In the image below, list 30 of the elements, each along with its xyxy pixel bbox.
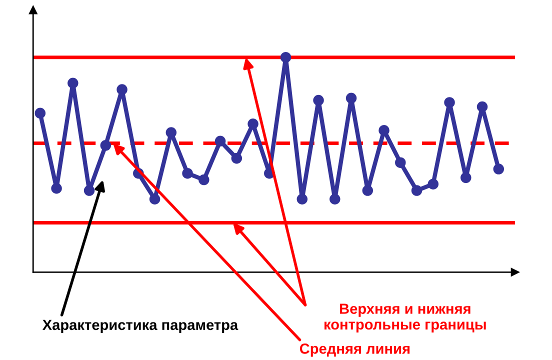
- point: [34, 108, 46, 119]
- point: [149, 194, 160, 204]
- point: [84, 185, 95, 196]
- point: [444, 97, 455, 108]
- point: [231, 152, 242, 164]
- point: [68, 78, 78, 88]
- point: [476, 101, 488, 112]
- point: [460, 172, 472, 184]
- point: [296, 194, 308, 204]
- point: [395, 157, 406, 168]
- point: [378, 125, 390, 136]
- point: [428, 178, 439, 190]
- point: [116, 84, 128, 95]
- point: [330, 194, 340, 204]
- point: [182, 168, 193, 179]
- point: [493, 164, 504, 174]
- point: [411, 185, 422, 196]
- point: [280, 52, 292, 63]
- point: [248, 118, 258, 130]
- point: [346, 92, 357, 104]
- text: Характеристика параметра: [42, 320, 238, 333]
- point: [100, 140, 112, 151]
- point: [362, 185, 374, 196]
- text: Верхняя и нижняя контрольные границы: [324, 304, 486, 333]
- point: [198, 174, 210, 186]
- point: [51, 183, 62, 194]
- point: [214, 136, 226, 146]
- point: [313, 94, 324, 106]
- text: Средняя линия: [300, 344, 410, 357]
- point: [166, 127, 177, 138]
